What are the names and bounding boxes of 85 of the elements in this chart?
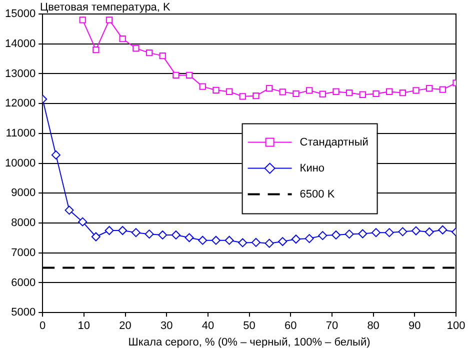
y-tick-label: 8000 <box>11 217 36 230</box>
point <box>424 227 434 236</box>
x-tick-label: 40 <box>202 320 214 332</box>
point <box>411 226 420 236</box>
point <box>144 230 154 239</box>
legend-label: Стандартный <box>300 136 368 148</box>
point <box>318 231 328 240</box>
x-tick-label: 20 <box>119 320 132 332</box>
point <box>171 230 180 240</box>
y-tick-label: 14000 <box>4 38 36 50</box>
point <box>319 90 326 98</box>
x-tick-label: 70 <box>326 320 338 332</box>
x-tick-label: 0 <box>40 320 46 332</box>
point <box>291 234 300 244</box>
point <box>372 90 380 98</box>
point <box>332 88 340 95</box>
x-tick-label: 50 <box>243 320 256 332</box>
point <box>184 233 194 242</box>
point <box>372 228 381 238</box>
point <box>78 217 88 226</box>
x-tick-label: 80 <box>367 320 380 332</box>
x-tick-label: 10 <box>78 320 90 332</box>
point <box>79 16 86 24</box>
point <box>439 86 446 93</box>
x-axis-title: Шкала серого, % (0% – черный, 100% – белый) <box>128 336 370 348</box>
point <box>438 225 448 234</box>
point <box>104 226 114 235</box>
point <box>226 88 233 95</box>
point <box>426 85 433 92</box>
point <box>119 35 126 42</box>
y-tick-label: 15000 <box>4 8 36 20</box>
x-tick-label: 30 <box>160 320 173 332</box>
y-tick-label: 12000 <box>4 98 36 110</box>
point <box>239 93 246 100</box>
point <box>199 83 206 90</box>
point <box>238 238 248 248</box>
point <box>346 90 353 96</box>
point <box>212 86 220 94</box>
point <box>264 238 274 248</box>
point <box>224 236 234 245</box>
point <box>146 49 153 56</box>
point <box>292 90 300 98</box>
point <box>399 90 406 96</box>
y-tick-label: 13000 <box>4 68 36 80</box>
y-axis-title: Цветовая температура, K <box>40 2 172 14</box>
point <box>386 88 393 95</box>
y-tick-label: 9000 <box>11 187 36 200</box>
point <box>186 72 193 79</box>
x-tick-label: 100 <box>446 320 466 332</box>
point <box>304 234 314 244</box>
point <box>118 226 128 235</box>
legend-label: Кино <box>300 162 325 174</box>
point <box>384 228 394 238</box>
point <box>412 87 420 94</box>
point <box>158 230 168 240</box>
point <box>252 92 260 100</box>
point <box>159 52 166 60</box>
point <box>398 227 408 236</box>
point <box>211 236 220 245</box>
y-tick-label: 6000 <box>11 276 36 289</box>
point <box>344 230 354 239</box>
point <box>278 237 288 246</box>
point <box>198 236 208 245</box>
point <box>106 16 113 24</box>
point <box>279 88 286 96</box>
y-tick-label: 10000 <box>4 157 36 170</box>
point <box>132 45 140 52</box>
point <box>266 85 273 92</box>
point <box>172 72 180 79</box>
point <box>91 232 100 242</box>
point <box>64 206 74 215</box>
point <box>331 230 340 240</box>
point <box>358 229 368 238</box>
x-tick-label: 60 <box>284 320 297 332</box>
point <box>92 46 100 54</box>
point <box>51 150 60 160</box>
point <box>131 228 140 238</box>
y-tick-label: 5000 <box>11 306 36 319</box>
y-tick-label: 11000 <box>6 127 36 140</box>
point <box>359 91 366 98</box>
x-tick-label: 90 <box>408 320 421 332</box>
legend-label: 6500 K <box>300 188 336 200</box>
point <box>251 238 260 247</box>
point <box>306 87 313 94</box>
y-tick-label: 7000 <box>11 246 36 259</box>
